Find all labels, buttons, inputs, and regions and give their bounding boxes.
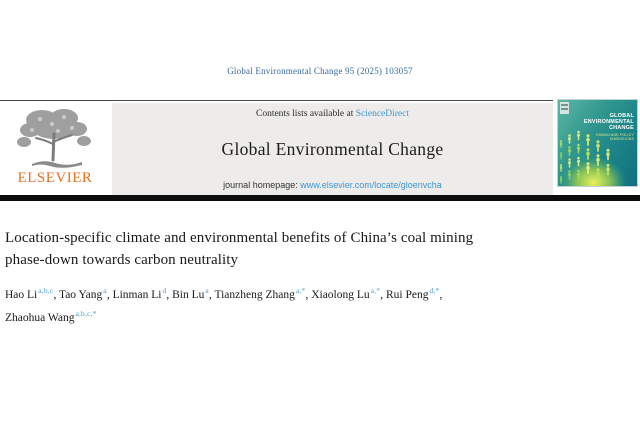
elsevier-logo: ELSEVIER bbox=[4, 104, 106, 195]
author-affiliation-sup[interactable]: a,* bbox=[370, 286, 381, 296]
journal-title: Global Environmental Change bbox=[221, 139, 444, 159]
author-name: Hao Li bbox=[5, 289, 38, 301]
cover-publisher-mark-icon bbox=[560, 102, 569, 114]
author-affiliation-sup[interactable]: a bbox=[205, 286, 209, 296]
author-separator: , bbox=[305, 289, 312, 301]
author-affiliation-sup[interactable]: d bbox=[162, 286, 167, 296]
author: Linman Lid, bbox=[112, 286, 173, 301]
author-affiliation-sup[interactable]: d,* bbox=[429, 286, 440, 296]
author-name: Tianzheng Zhang bbox=[214, 289, 295, 301]
author-separator: , bbox=[439, 289, 443, 301]
journal-homepage-link[interactable]: www.elsevier.com/locate/gloenvcha bbox=[300, 180, 442, 190]
author-separator: , bbox=[166, 289, 173, 301]
homepage-line: journal homepage: www.elsevier.com/locat… bbox=[223, 180, 442, 190]
author: Zhaohua Wanga,b,c,* bbox=[5, 309, 97, 324]
author-affiliation-sup[interactable]: a,b,c bbox=[38, 286, 54, 296]
contents-line: Contents lists available at ScienceDirec… bbox=[256, 109, 409, 119]
elsevier-tree-icon bbox=[17, 109, 91, 168]
cover-subtitle-line1: HUMAN AND POLICY bbox=[595, 133, 634, 137]
cover-title-line1: GLOBAL bbox=[609, 113, 634, 119]
author-name: Xiaolong Lu bbox=[311, 289, 370, 301]
sciencedirect-link[interactable]: ScienceDirect bbox=[355, 109, 409, 119]
author-name: Tao Yang bbox=[58, 289, 103, 301]
author: Rui Pengd,*, bbox=[385, 286, 443, 301]
author: Bin Lua, bbox=[172, 286, 215, 301]
author-separator: , bbox=[208, 289, 215, 301]
author-separator: , bbox=[380, 289, 386, 301]
author-separator: , bbox=[106, 289, 113, 301]
author: Xiaolong Lua,*, bbox=[311, 286, 386, 301]
elsevier-wordmark: ELSEVIER bbox=[17, 170, 93, 186]
cover-subtitle-line2: DIMENSIONS bbox=[609, 137, 634, 141]
article-title: Location-specific climate and environmen… bbox=[5, 230, 474, 268]
author-affiliation-sup[interactable]: a,* bbox=[295, 286, 306, 296]
header-top-rule bbox=[0, 100, 553, 101]
author-separator: , bbox=[53, 289, 59, 301]
author: Tao Yanga, bbox=[58, 286, 113, 301]
cover-title-line3: CHANGE bbox=[608, 125, 634, 131]
cover-title: GLOBAL ENVIRONMENTAL CHANGE bbox=[584, 113, 634, 131]
contents-line-prefix: Contents lists available at bbox=[255, 109, 356, 119]
author-affiliation-sup[interactable]: a,b,c,* bbox=[75, 309, 97, 319]
header-divider-bar bbox=[0, 195, 640, 201]
author: Hao Lia,b,c, bbox=[5, 286, 59, 301]
author-affiliation-sup[interactable]: a bbox=[103, 286, 107, 296]
cover-subtitle: HUMAN AND POLICY DIMENSIONS bbox=[596, 133, 634, 141]
author-name: Linman Li bbox=[112, 289, 162, 301]
journal-banner: Contents lists available at ScienceDirec… bbox=[112, 103, 553, 197]
cover-title-line2: ENVIRONMENTAL bbox=[583, 119, 634, 125]
author-name: Rui Peng bbox=[385, 289, 429, 301]
homepage-prefix: journal homepage: bbox=[223, 180, 301, 190]
journal-citation: Global Environmental Change 95 (2025) 10… bbox=[227, 66, 413, 76]
author: Tianzheng Zhanga,*, bbox=[214, 286, 312, 301]
author-name: Bin Lu bbox=[172, 289, 205, 301]
author-name: Zhaohua Wang bbox=[5, 312, 75, 324]
author-list: Hao Lia,b,c, Tao Yanga, Linman Lid, Bin … bbox=[5, 284, 515, 330]
journal-cover-thumbnail: GLOBAL ENVIRONMENTAL CHANGE HUMAN AND PO… bbox=[557, 99, 638, 187]
